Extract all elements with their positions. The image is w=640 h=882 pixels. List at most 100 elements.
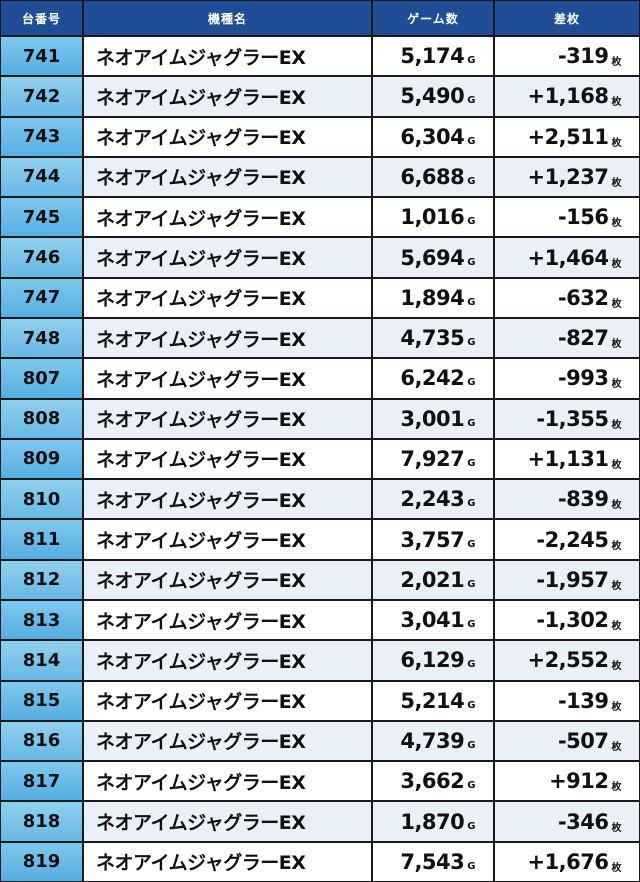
game-count-cell: 6,129 G — [373, 641, 493, 680]
difference-value: -839 — [557, 487, 609, 512]
game-count-cell: 3,662 G — [373, 762, 493, 801]
game-unit-label: G — [467, 95, 475, 107]
difference-unit-label: 枚 — [611, 177, 622, 189]
header-model: 機種名 — [84, 1, 371, 35]
difference-unit-label: 枚 — [611, 379, 622, 391]
game-unit-label: G — [467, 498, 475, 510]
game-unit-label: G — [467, 175, 475, 187]
difference-cell: -156 枚 — [495, 198, 639, 237]
machine-number-cell: 812 — [1, 560, 82, 599]
game-count-value: 3,662 — [400, 769, 465, 794]
game-unit-label: G — [467, 216, 475, 228]
difference-unit-label: 枚 — [611, 339, 622, 351]
difference-unit-label: 枚 — [611, 540, 622, 552]
game-count-value: 4,739 — [400, 728, 465, 753]
machine-number-cell: 741 — [1, 37, 82, 76]
model-name-cell: ネオアイムジャグラーEX — [84, 439, 371, 479]
game-count-value: 7,543 — [400, 849, 465, 874]
model-name-cell: ネオアイムジャグラーEX — [84, 157, 371, 197]
model-name-cell: ネオアイムジャグラーEX — [84, 641, 371, 680]
difference-value: -827 — [557, 326, 609, 351]
difference-value: -156 — [557, 205, 609, 230]
machine-number-cell: 818 — [1, 802, 82, 841]
game-count-cell: 5,174 G — [373, 37, 493, 76]
difference-cell: +912 枚 — [495, 762, 639, 801]
game-unit-label: G — [467, 739, 475, 751]
machine-number-cell: 809 — [1, 439, 82, 479]
game-count-value: 6,129 — [400, 648, 465, 673]
game-count-value: 6,242 — [400, 366, 465, 391]
difference-value: +1,131 — [527, 446, 609, 471]
header-machine-no: 台番号 — [1, 1, 82, 35]
difference-unit-label: 枚 — [611, 782, 622, 794]
difference-value: +2,511 — [527, 124, 609, 149]
machine-number-cell: 748 — [1, 318, 82, 358]
difference-cell: -632 枚 — [495, 278, 639, 317]
game-count-value: 5,694 — [400, 245, 465, 270]
model-name-cell: ネオアイムジャグラーEX — [84, 762, 371, 801]
model-name-cell: ネオアイムジャグラーEX — [84, 117, 371, 156]
game-unit-label: G — [467, 578, 475, 590]
difference-value: +1,237 — [527, 164, 609, 189]
difference-value: +2,552 — [527, 648, 609, 673]
machine-number-cell: 743 — [1, 117, 82, 156]
difference-cell: +1,131 枚 — [495, 439, 639, 479]
difference-cell: +1,464 枚 — [495, 238, 639, 277]
game-unit-label: G — [467, 780, 475, 792]
model-name-cell: ネオアイムジャグラーEX — [84, 480, 371, 519]
difference-cell: -993 枚 — [495, 359, 639, 398]
machine-number-cell: 811 — [1, 520, 82, 559]
difference-value: -632 — [557, 285, 609, 310]
difference-cell: -2,245 枚 — [495, 520, 639, 559]
game-unit-label: G — [467, 619, 475, 631]
machine-number-cell: 747 — [1, 278, 82, 317]
game-unit-label: G — [467, 377, 475, 389]
difference-value: -346 — [557, 809, 609, 834]
model-name-cell: ネオアイムジャグラーEX — [84, 399, 371, 438]
game-unit-label: G — [467, 538, 475, 550]
difference-unit-label: 枚 — [611, 419, 622, 431]
game-count-cell: 6,688 G — [373, 157, 493, 197]
game-count-cell: 5,214 G — [373, 681, 493, 720]
header-difference: 差枚 — [495, 1, 639, 35]
difference-unit-label: 枚 — [611, 741, 622, 753]
game-count-value: 3,001 — [400, 406, 465, 431]
difference-unit-label: 枚 — [611, 822, 622, 834]
game-count-value: 4,735 — [400, 326, 465, 351]
model-name-cell: ネオアイムジャグラーEX — [84, 681, 371, 720]
game-count-cell: 4,735 G — [373, 318, 493, 358]
game-count-value: 7,927 — [400, 446, 465, 471]
difference-unit-label: 枚 — [611, 137, 622, 149]
difference-cell: -1,355 枚 — [495, 399, 639, 438]
game-count-value: 5,490 — [400, 84, 465, 109]
difference-cell: -139 枚 — [495, 681, 639, 720]
game-unit-label: G — [467, 256, 475, 268]
game-count-cell: 4,739 G — [373, 721, 493, 761]
difference-cell: +2,511 枚 — [495, 117, 639, 156]
game-count-cell: 3,041 G — [373, 600, 493, 640]
model-name-cell: ネオアイムジャグラーEX — [84, 278, 371, 317]
machine-number-cell: 817 — [1, 762, 82, 801]
game-unit-label: G — [467, 860, 475, 872]
model-name-cell: ネオアイムジャグラーEX — [84, 198, 371, 237]
difference-unit-label: 枚 — [611, 621, 622, 633]
machine-number-cell: 808 — [1, 399, 82, 438]
difference-value: +1,168 — [527, 84, 609, 109]
game-count-cell: 1,870 G — [373, 802, 493, 841]
game-unit-label: G — [467, 659, 475, 671]
difference-unit-label: 枚 — [611, 459, 622, 471]
game-count-cell: 6,242 G — [373, 359, 493, 398]
game-count-cell: 7,927 G — [373, 439, 493, 479]
game-count-cell: 5,694 G — [373, 238, 493, 277]
machine-number-cell: 814 — [1, 641, 82, 680]
difference-cell: -839 枚 — [495, 480, 639, 519]
game-unit-label: G — [467, 337, 475, 349]
difference-unit-label: 枚 — [611, 298, 622, 310]
difference-value: -1,957 — [536, 567, 609, 592]
difference-unit-label: 枚 — [611, 57, 622, 69]
game-unit-label: G — [467, 55, 475, 67]
machine-number-cell: 742 — [1, 77, 82, 116]
game-count-value: 3,041 — [400, 608, 465, 633]
difference-value: -993 — [557, 366, 609, 391]
model-name-cell: ネオアイムジャグラーEX — [84, 37, 371, 76]
